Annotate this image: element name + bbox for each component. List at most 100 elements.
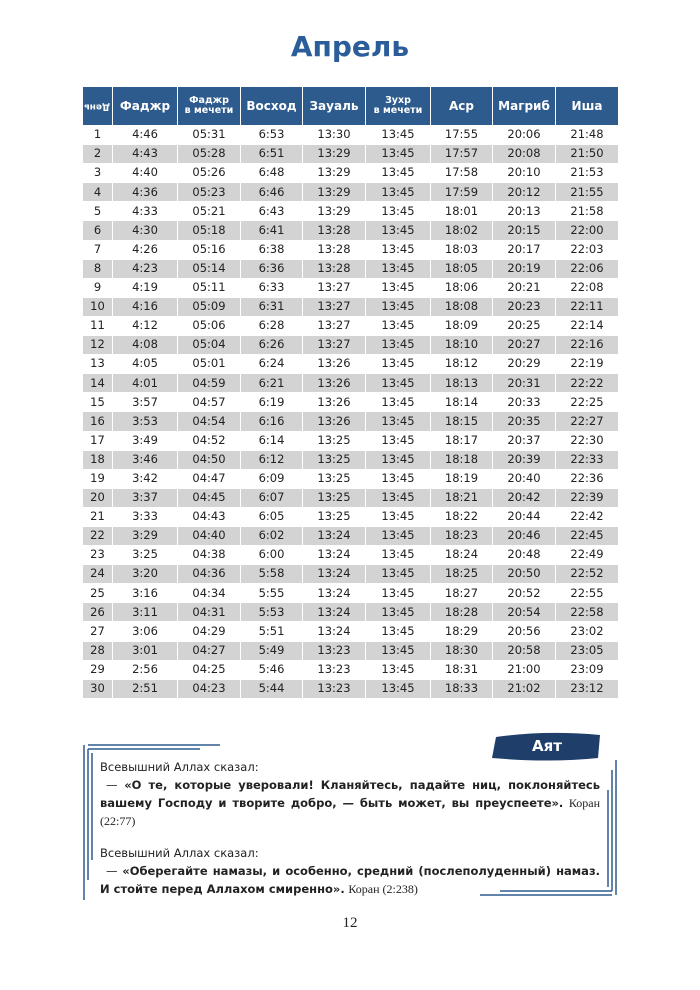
table-row: 30 2:51 04:23 5:44 13:23 13:45 18:33 21:02 23:12 xyxy=(82,678,619,699)
table-row: 7 4:26 05:16 6:38 13:28 13:45 18:03 20:17 22:03 xyxy=(82,239,619,260)
table-cell: 13:45 xyxy=(365,640,431,661)
header-text: Иша xyxy=(572,99,603,113)
table-cell: 20:06 xyxy=(492,124,556,146)
table-cell: 6 xyxy=(82,220,113,241)
table-cell: 14 xyxy=(82,373,113,394)
table-cell: 6:31 xyxy=(240,296,303,317)
table-cell: 20:56 xyxy=(492,621,556,642)
column-header: Фаджр xyxy=(112,86,178,126)
column-header: Зухр в мечети xyxy=(365,86,431,126)
table-cell: 13:29 xyxy=(302,163,366,184)
table-cell: 13:45 xyxy=(365,602,431,623)
ayat-badge: Аят xyxy=(532,737,562,755)
table-cell: 18:17 xyxy=(430,430,493,451)
table-row: 13 4:05 05:01 6:24 13:26 13:45 18:12 20:29 22:19 xyxy=(82,354,619,375)
table-cell: 29 xyxy=(82,659,113,680)
table-cell: 3:53 xyxy=(112,411,178,432)
table-cell: 22 xyxy=(82,525,113,547)
table-cell: 5:44 xyxy=(240,678,303,699)
table-cell: 18:09 xyxy=(430,315,493,337)
header-text: Зухр в мечети xyxy=(374,95,423,116)
table-cell: 6:43 xyxy=(240,201,303,222)
header-row: День Фаджр Фаджр в мечети Восход Зауаль Зухр в … xyxy=(82,86,619,126)
table-cell: 05:01 xyxy=(177,354,241,375)
table-cell: 13:27 xyxy=(302,277,366,298)
table-cell: 20:40 xyxy=(492,468,556,489)
table-cell: 22:33 xyxy=(555,449,619,470)
table-row: 17 3:49 04:52 6:14 13:25 13:45 18:17 20:37 22:30 xyxy=(82,430,619,451)
table-cell: 20:27 xyxy=(492,335,556,356)
table-cell: 3:37 xyxy=(112,487,178,508)
table-cell: 28 xyxy=(82,640,113,661)
quote-intro: Всевышний Аллах сказал: xyxy=(100,760,259,774)
table-cell: 20:54 xyxy=(492,602,556,623)
table-cell: 13:45 xyxy=(365,621,431,642)
table-cell: 23:02 xyxy=(555,621,619,642)
table-cell: 18:27 xyxy=(430,583,493,604)
table-cell: 4:26 xyxy=(112,239,178,260)
table-row: 4 4:36 05:23 6:46 13:29 13:45 17:59 20:12 21:55 xyxy=(82,182,619,203)
table-cell: 3:01 xyxy=(112,640,178,661)
table-cell: 05:11 xyxy=(177,277,241,298)
table-cell: 18:01 xyxy=(430,201,493,222)
table-row: 3 4:40 05:26 6:48 13:29 13:45 17:58 20:10 21:53 xyxy=(82,163,619,184)
quote-lead: — xyxy=(106,864,118,878)
table-cell: 9 xyxy=(82,277,113,298)
table-cell: 3:06 xyxy=(112,621,178,642)
table-cell: 22:36 xyxy=(555,468,619,489)
table-cell: 12 xyxy=(82,335,113,356)
header-text: Фаджр xyxy=(120,99,170,113)
table-cell: 20:23 xyxy=(492,296,556,317)
table-cell: 2:51 xyxy=(112,678,178,699)
table-cell: 4:36 xyxy=(112,182,178,203)
table-cell: 20:17 xyxy=(492,239,556,260)
table-cell: 18:33 xyxy=(430,678,493,699)
header-line: Магриб xyxy=(498,98,550,113)
table-cell: 21 xyxy=(82,506,113,527)
table-cell: 22:14 xyxy=(555,315,619,337)
header-line: Аср xyxy=(449,98,474,113)
header-line: Иша xyxy=(571,98,603,113)
table-row: 26 3:11 04:31 5:53 13:24 13:45 18:28 20:54 22:58 xyxy=(82,602,619,623)
table-cell: 18:30 xyxy=(430,640,493,661)
header-text: Зауаль xyxy=(310,99,359,113)
table-cell: 22:16 xyxy=(555,335,619,356)
table-cell: 04:54 xyxy=(177,411,241,432)
table-cell: 13:29 xyxy=(302,201,366,222)
table-cell: 18:29 xyxy=(430,621,493,642)
table-cell: 17:58 xyxy=(430,163,493,184)
quote-body: — «Оберегайте намазы, и особенно, средни… xyxy=(100,862,600,898)
table-cell: 18:02 xyxy=(430,220,493,241)
table-cell: 20:44 xyxy=(492,506,556,527)
quote-intro: Всевышний Аллах сказал: xyxy=(100,846,259,860)
header-text: Магриб xyxy=(498,99,550,113)
table-cell: 05:18 xyxy=(177,220,241,241)
header-line: День xyxy=(84,101,111,112)
table-row: 18 3:46 04:50 6:12 13:25 13:45 18:18 20:39 22:33 xyxy=(82,449,619,470)
table-cell: 6:51 xyxy=(240,144,303,165)
table-cell: 6:36 xyxy=(240,258,303,279)
table-cell: 27 xyxy=(82,621,113,642)
table-cell: 20:42 xyxy=(492,487,556,508)
table-cell: 6:05 xyxy=(240,506,303,527)
table-cell: 05:14 xyxy=(177,258,241,279)
table-row: 20 3:37 04:45 6:07 13:25 13:45 18:21 20:42 22:39 xyxy=(82,487,619,508)
header-line: в мечети xyxy=(373,105,423,116)
table-cell: 4:12 xyxy=(112,315,178,337)
table-cell: 4:08 xyxy=(112,335,178,356)
column-header: Восход xyxy=(240,86,303,126)
quote-text: «Оберегайте намазы, и особенно, средний … xyxy=(100,864,600,896)
table-cell: 13:45 xyxy=(365,258,431,279)
table-cell: 04:36 xyxy=(177,564,241,585)
table-cell: 22:55 xyxy=(555,583,619,604)
table-cell: 13:23 xyxy=(302,659,366,680)
table-cell: 18:13 xyxy=(430,373,493,394)
table-cell: 13:24 xyxy=(302,621,366,642)
table-cell: 6:00 xyxy=(240,545,303,566)
table-cell: 3:11 xyxy=(112,602,178,623)
table-cell: 05:06 xyxy=(177,315,241,337)
table-cell: 05:04 xyxy=(177,335,241,356)
table-cell: 13:28 xyxy=(302,258,366,279)
table-cell: 05:23 xyxy=(177,182,241,203)
table-cell: 3 xyxy=(82,163,113,184)
